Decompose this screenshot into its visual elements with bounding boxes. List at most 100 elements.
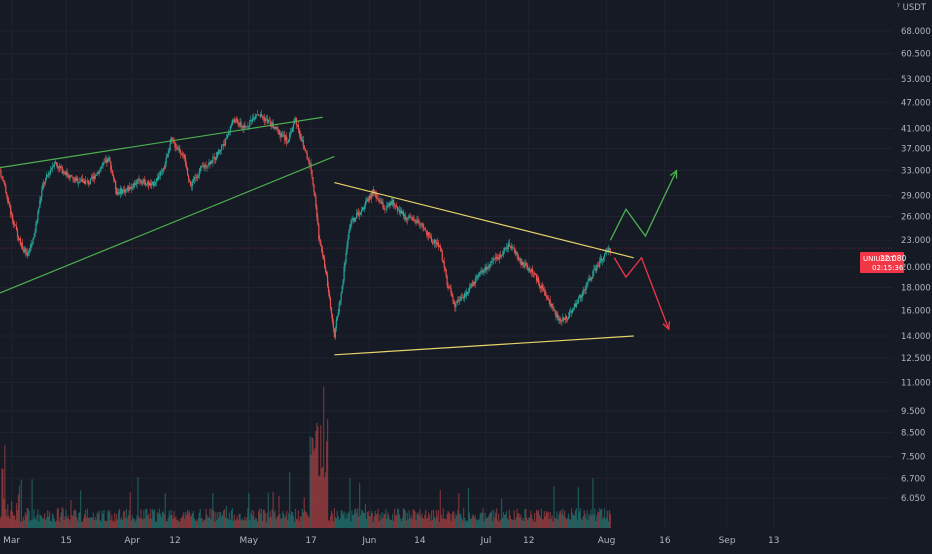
- volume-bar: [13, 515, 15, 528]
- volume-bar: [445, 519, 447, 528]
- volume-bar: [152, 509, 154, 528]
- volume-bar: [283, 513, 285, 528]
- candle-body: [134, 183, 136, 185]
- volume-bar: [269, 511, 271, 528]
- volume-bar: [382, 517, 384, 528]
- volume-bar: [209, 508, 211, 528]
- candle-body: [480, 271, 482, 273]
- volume-bar: [78, 513, 80, 528]
- volume-bar: [277, 515, 279, 528]
- volume-bar: [273, 512, 275, 528]
- candle-body: [249, 120, 251, 127]
- candle-body: [144, 179, 146, 185]
- rising-wedge-upper-line[interactable]: [0, 116, 323, 169]
- volume-bar: [71, 515, 73, 528]
- projection-arrows[interactable]: [609, 169, 678, 331]
- candle-body: [111, 169, 113, 172]
- candle-body: [14, 225, 17, 226]
- candle-body: [266, 118, 268, 123]
- candle-body: [215, 157, 217, 160]
- time-axis[interactable]: Mar 15 Apr 12 May 17 Jun 14 Jul 12 Aug 16 Sep 13: [3, 536, 779, 546]
- candle-body: [567, 318, 569, 320]
- volume-bar: [592, 478, 594, 528]
- volume-bar: [275, 519, 277, 528]
- volume-bar: [256, 521, 259, 528]
- volume-bar: [357, 508, 359, 528]
- candle-body: [39, 200, 41, 209]
- volume-bar: [117, 510, 120, 528]
- triangle-upper-line[interactable]: [334, 182, 634, 259]
- volume-bar: [262, 509, 265, 528]
- volume-bar: [293, 521, 296, 528]
- candle-body: [529, 268, 531, 272]
- volume-bar: [603, 516, 605, 528]
- candle-body: [470, 284, 473, 287]
- symbol-label: UNIUSDT: [863, 255, 895, 263]
- volume-bar: [140, 509, 142, 528]
- candle-body: [536, 277, 539, 281]
- candle-body: [490, 261, 492, 266]
- volume-bar: [317, 426, 319, 528]
- candle-body: [299, 134, 301, 137]
- volume-bar: [314, 447, 316, 528]
- volume-bar: [565, 517, 567, 528]
- candle-body: [141, 181, 143, 184]
- candle-body: [324, 259, 326, 268]
- candle-body: [181, 153, 183, 155]
- volume-bar: [366, 511, 369, 528]
- candle-body: [203, 166, 205, 168]
- volume-bar: [249, 520, 251, 528]
- volume-bar: [574, 510, 577, 528]
- candle-body: [471, 284, 473, 286]
- volume-bar: [240, 520, 242, 528]
- bullish-path-line[interactable]: [609, 170, 678, 241]
- bearish-path-line[interactable]: [613, 256, 670, 330]
- candle-body: [227, 132, 230, 136]
- candle-body: [407, 216, 409, 218]
- candle-body: [277, 128, 279, 130]
- candle-body: [293, 121, 296, 124]
- candle-body: [244, 125, 246, 128]
- candle-body: [489, 264, 491, 266]
- currency-label[interactable]: ⁷ USDT: [897, 3, 926, 13]
- volume-bar: [213, 511, 215, 528]
- volume-bar: [333, 508, 335, 528]
- volume-bar: [73, 510, 75, 528]
- candle-body: [162, 167, 164, 171]
- candle-body: [294, 118, 297, 122]
- candle-body: [53, 163, 56, 167]
- candle-body: [510, 246, 512, 249]
- candle-body: [109, 157, 111, 162]
- volume-bar: [541, 518, 543, 528]
- volume-bar: [49, 520, 52, 528]
- volume-bar: [52, 515, 55, 528]
- candle-body: [281, 135, 283, 138]
- volume-bar: [224, 517, 227, 528]
- price-tick-label: 6.700: [901, 474, 925, 484]
- candle-body: [269, 120, 271, 125]
- candle-body: [366, 199, 369, 202]
- volume-bar: [459, 514, 461, 528]
- rising-wedge-lower-line[interactable]: [0, 155, 335, 294]
- candle-body: [402, 211, 404, 217]
- candle-body: [132, 186, 134, 188]
- volume-bar: [466, 521, 469, 528]
- candle-body: [122, 189, 125, 191]
- candle-body: [21, 243, 23, 250]
- triangle-lower-line[interactable]: [334, 335, 634, 356]
- volume-bar: [221, 516, 223, 528]
- trendlines[interactable]: [0, 116, 634, 356]
- volume-bar: [415, 520, 417, 528]
- candle-body: [333, 328, 335, 338]
- candle-body: [370, 193, 372, 199]
- candle-body: [360, 212, 362, 215]
- candle-body: [300, 136, 302, 141]
- candle-body: [180, 152, 182, 154]
- candle-body: [70, 175, 72, 176]
- price-tick-label: 11.000: [901, 379, 931, 389]
- candle-body: [0, 170, 1, 172]
- candle-body: [325, 271, 328, 275]
- candle-body: [584, 289, 586, 291]
